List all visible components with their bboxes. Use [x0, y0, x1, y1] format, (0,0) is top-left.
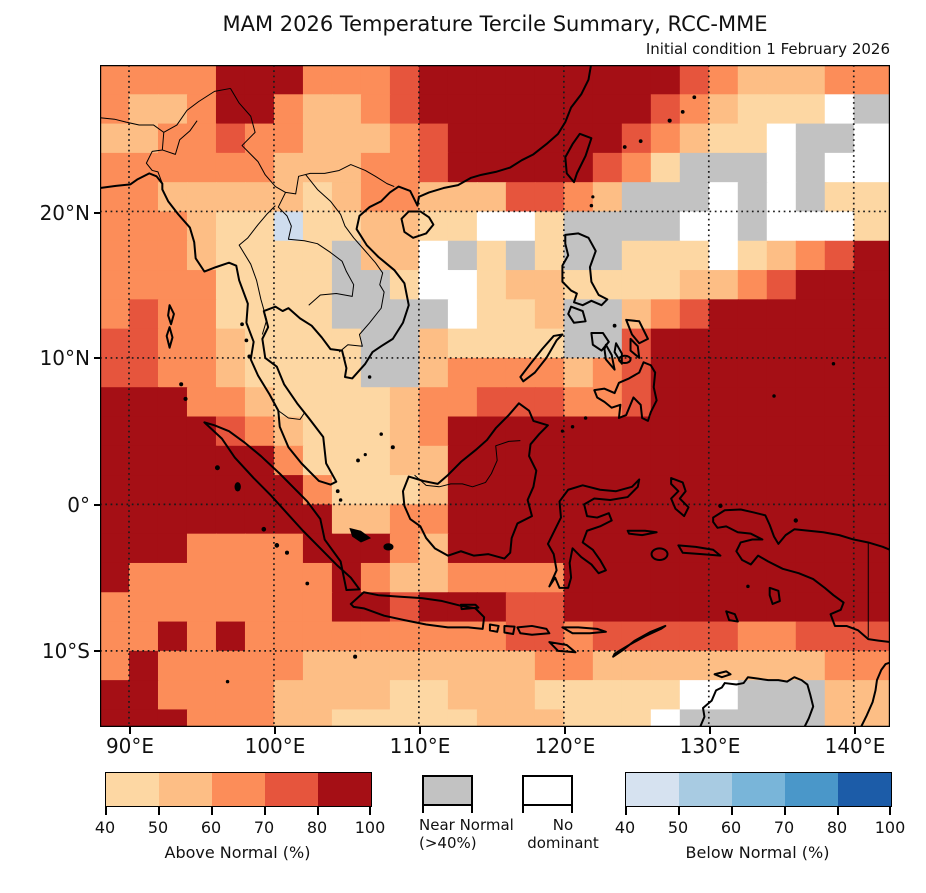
country-borders — [100, 88, 868, 637]
no-dominant-label: No dominant — [527, 816, 599, 852]
above-swatch-70-80 — [265, 773, 318, 806]
graticule — [100, 65, 890, 727]
above-normal-label: Above Normal (%) — [164, 843, 311, 862]
below-tick-60: 60 — [720, 818, 742, 837]
above-swatch-80-100 — [318, 773, 371, 806]
border-malaysia-thailand — [278, 411, 304, 420]
border-laos-vietnam — [306, 175, 384, 352]
coast-buru — [652, 548, 668, 560]
coast-philippines — [520, 233, 656, 420]
coast-hainan — [402, 211, 434, 237]
below-tickmark — [837, 806, 839, 815]
coast-borneo — [403, 403, 548, 558]
below-swatch-60-70 — [732, 773, 785, 806]
x-tickmark — [709, 727, 711, 734]
above-tick-40: 40 — [94, 818, 116, 837]
near-tickmark — [422, 805, 424, 813]
below-swatch-70-80 — [785, 773, 838, 806]
above-swatch-40-50 — [106, 773, 159, 806]
y-tickmark — [94, 504, 100, 506]
coast-aru-tanimbar — [726, 588, 780, 622]
coast-sumatra — [204, 422, 359, 590]
y-tickmark — [94, 212, 100, 214]
figure-subtitle: Initial condition 1 February 2026 — [645, 40, 890, 58]
below-tickmark — [625, 806, 627, 815]
below-swatch-50-60 — [679, 773, 732, 806]
above-swatch-60-70 — [212, 773, 265, 806]
below-swatch-80-100 — [838, 773, 891, 806]
coast-java — [351, 592, 484, 629]
border-thailand-laos — [278, 192, 353, 305]
x-tick-140e: 140°E — [824, 734, 886, 758]
near-normal-swatch — [422, 775, 473, 806]
figure-title: MAM 2026 Temperature Tercile Summary, RC… — [222, 12, 768, 36]
tercile-cells — [100, 65, 890, 727]
y-tick-20n: 20°N — [39, 201, 90, 225]
y-tick-0: 0° — [67, 493, 90, 517]
below-tickmark — [731, 806, 733, 815]
border-south-asia — [100, 88, 230, 183]
coast-new-guinea — [713, 510, 890, 643]
above-tick-50: 50 — [147, 818, 169, 837]
above-tick-100: 100 — [354, 818, 386, 837]
below-tick-70: 70 — [773, 818, 795, 837]
x-tickmark — [854, 727, 856, 734]
y-tick-10n: 10°N — [39, 346, 90, 370]
above-tick-70: 70 — [253, 818, 275, 837]
below-tick-40: 40 — [614, 818, 636, 837]
x-tick-130e: 130°E — [679, 734, 741, 758]
x-tick-120e: 120°E — [534, 734, 596, 758]
above-tickmark — [105, 806, 107, 815]
x-tick-110e: 110°E — [389, 734, 451, 758]
x-tick-100e: 100°E — [244, 734, 306, 758]
above-swatch-50-60 — [159, 773, 212, 806]
x-tickmark — [129, 727, 131, 734]
above-tickmark — [211, 806, 213, 815]
below-tickmark — [784, 806, 786, 815]
tercile-map — [100, 65, 890, 727]
x-tick-90e: 90°E — [105, 734, 155, 758]
none-tickmark — [522, 805, 524, 813]
below-tickmark — [678, 806, 680, 815]
above-tickmark — [369, 806, 371, 815]
coast-lesser-sunda — [490, 624, 665, 656]
x-tickmark — [419, 727, 421, 734]
above-tick-80: 80 — [306, 818, 328, 837]
coast-australia — [700, 663, 890, 727]
below-normal-colorbar — [625, 772, 892, 807]
map-canvas — [100, 65, 890, 727]
coast-taiwan — [565, 134, 591, 182]
above-tick-60: 60 — [200, 818, 222, 837]
coast-bohol — [619, 356, 631, 363]
coast-mainland-asia — [100, 65, 591, 485]
near-normal-label: Near Normal (>40%) — [419, 816, 514, 852]
y-tickmark — [94, 357, 100, 359]
x-tickmark — [564, 727, 566, 734]
above-normal-colorbar — [105, 772, 372, 807]
border-borneo — [415, 441, 521, 487]
coast-sulawesi — [548, 479, 639, 587]
no-dominant-swatch — [522, 775, 573, 806]
below-tick-80: 80 — [826, 818, 848, 837]
below-tick-50: 50 — [667, 818, 689, 837]
y-tick-10s: 10°S — [41, 639, 90, 663]
below-tick-100: 100 — [874, 818, 906, 837]
coastlines — [100, 65, 890, 727]
coast-moluccas — [628, 478, 721, 556]
border-myanmar-thailand — [239, 206, 275, 335]
y-tickmark — [94, 650, 100, 652]
border-myanmar-china — [230, 88, 394, 193]
coast-andaman — [167, 305, 174, 347]
above-tickmark — [264, 806, 266, 815]
island-dots — [179, 95, 836, 684]
below-tickmark — [889, 806, 891, 815]
above-tickmark — [158, 806, 160, 815]
below-swatch-40-50 — [626, 773, 679, 806]
near-tickmark — [471, 805, 473, 813]
none-tickmark — [571, 805, 573, 813]
above-tickmark — [317, 806, 319, 815]
below-normal-label: Below Normal (%) — [685, 843, 830, 862]
x-tickmark — [274, 727, 276, 734]
